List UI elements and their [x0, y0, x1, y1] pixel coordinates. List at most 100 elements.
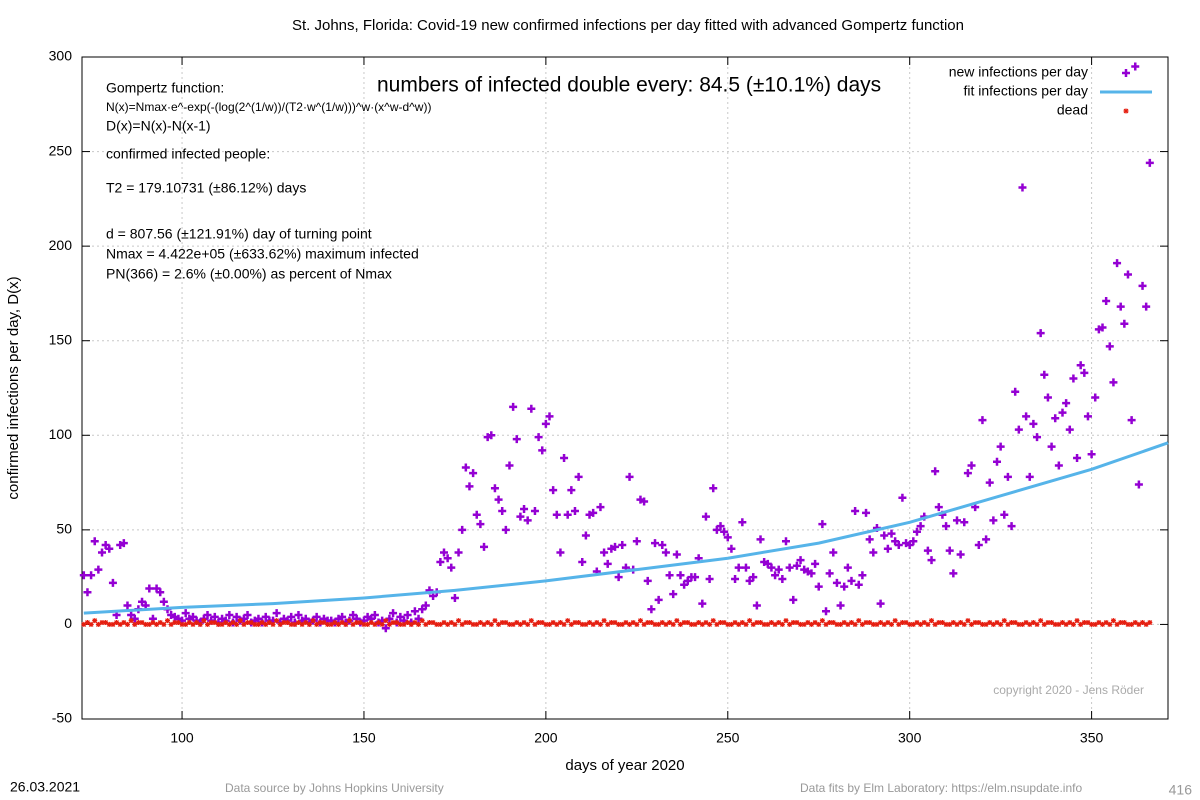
point — [532, 621, 538, 627]
point — [219, 621, 225, 627]
point — [1059, 620, 1065, 626]
point — [819, 618, 825, 624]
point — [838, 621, 844, 627]
point — [450, 593, 459, 602]
point — [466, 620, 472, 626]
point — [106, 621, 112, 627]
point — [354, 620, 360, 626]
point — [416, 621, 422, 627]
point — [481, 621, 487, 627]
point — [596, 503, 605, 512]
point — [385, 614, 394, 623]
point — [203, 610, 212, 619]
point — [146, 621, 152, 627]
point — [436, 558, 445, 567]
point — [998, 621, 1004, 627]
point — [1030, 620, 1036, 626]
point — [208, 620, 214, 626]
point — [1049, 620, 1055, 626]
point — [669, 590, 678, 599]
point — [594, 620, 600, 626]
legend-label: new infections per day — [949, 64, 1088, 80]
point — [281, 620, 287, 626]
point — [99, 620, 105, 626]
point — [738, 518, 747, 527]
point — [843, 563, 852, 572]
point — [670, 621, 676, 627]
point — [83, 588, 92, 597]
point — [128, 618, 134, 624]
point — [665, 571, 674, 580]
point — [365, 621, 371, 627]
point — [931, 467, 940, 476]
point — [699, 621, 705, 627]
point — [114, 620, 120, 626]
point — [1001, 618, 1007, 624]
headline: numbers of infected double every: 84.5 (… — [377, 74, 881, 97]
point — [688, 621, 694, 627]
point — [295, 620, 301, 626]
point — [936, 620, 942, 626]
point — [659, 620, 665, 626]
point — [447, 563, 456, 572]
point — [287, 612, 296, 621]
point — [143, 621, 149, 627]
point — [263, 621, 269, 627]
point — [1051, 414, 1060, 423]
point — [119, 539, 128, 548]
point — [676, 571, 685, 580]
point — [81, 621, 87, 627]
point — [506, 621, 512, 627]
x-tick-label: 250 — [716, 730, 740, 746]
point — [989, 516, 998, 525]
point — [1003, 472, 1012, 481]
point — [816, 621, 822, 627]
point — [710, 618, 716, 624]
point — [574, 472, 583, 481]
point — [589, 508, 598, 517]
point — [862, 508, 871, 517]
fit-line — [83, 441, 1169, 615]
point — [492, 618, 498, 624]
point — [405, 620, 411, 626]
point — [570, 506, 579, 515]
point — [430, 620, 436, 626]
point — [496, 621, 502, 627]
point — [394, 620, 400, 626]
point — [771, 571, 780, 580]
point — [985, 478, 994, 487]
point — [836, 601, 845, 610]
annotation: D(x)=N(x)-N(x-1) — [106, 118, 211, 134]
point — [587, 620, 593, 626]
point — [610, 542, 619, 551]
point — [1033, 433, 1042, 442]
point — [440, 548, 448, 557]
point — [640, 497, 649, 506]
point — [210, 612, 219, 621]
point — [441, 620, 447, 626]
point — [798, 621, 804, 627]
point — [637, 618, 643, 624]
point — [503, 620, 509, 626]
point — [461, 463, 470, 472]
point — [647, 605, 656, 614]
y-tick-label: 50 — [56, 521, 72, 537]
point — [124, 621, 130, 627]
point — [1114, 621, 1120, 627]
x-tick-label: 150 — [352, 730, 376, 746]
point — [942, 522, 951, 531]
point — [509, 402, 518, 411]
point — [443, 554, 452, 563]
point — [205, 621, 211, 627]
point — [583, 621, 589, 627]
point — [982, 535, 991, 544]
point — [870, 621, 876, 627]
point — [758, 620, 764, 626]
point — [1136, 621, 1142, 627]
point — [105, 544, 114, 553]
y-tick-label: 300 — [49, 48, 73, 64]
point — [661, 548, 670, 557]
point — [1073, 453, 1082, 462]
point — [732, 620, 738, 626]
point — [357, 620, 363, 626]
